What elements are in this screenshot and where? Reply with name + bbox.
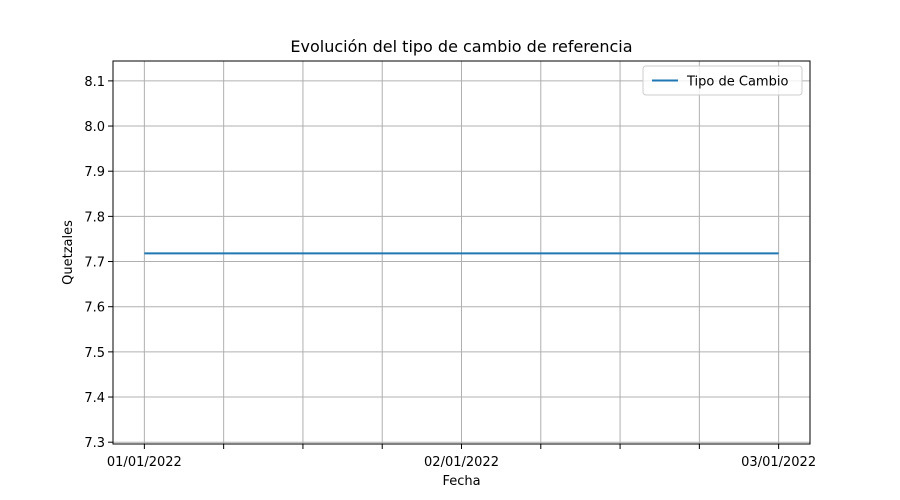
y-tick-label: 8.0 — [84, 120, 105, 135]
x-tick-label: 01/01/2022 — [107, 455, 182, 470]
legend: Tipo de Cambio — [642, 65, 803, 96]
y-tick-label: 7.4 — [84, 391, 105, 406]
y-tick-label: 7.7 — [84, 256, 105, 271]
ticks: 01/01/2022 02/01/2022 03/01/2022 7.3 7.4 7.5 7… — [84, 75, 816, 470]
y-tick-label: 7.3 — [84, 436, 105, 451]
y-tick-label: 7.5 — [84, 346, 105, 361]
chart-title: Evolución del tipo de cambio de referenc… — [290, 37, 632, 56]
y-axis-label: Quetzales — [61, 220, 76, 285]
y-tick-label: 7.8 — [84, 210, 105, 225]
x-tick-label: 02/01/2022 — [424, 455, 499, 470]
y-tick-label: 7.9 — [84, 165, 105, 180]
y-tick-label: 7.6 — [84, 301, 105, 316]
x-tick-label: 03/01/2022 — [741, 455, 816, 470]
legend-box — [642, 65, 803, 96]
x-axis-label: Fecha — [442, 474, 480, 489]
y-tick-label: 8.1 — [84, 75, 105, 90]
legend-label: Tipo de Cambio — [686, 75, 788, 90]
grid — [113, 61, 810, 444]
